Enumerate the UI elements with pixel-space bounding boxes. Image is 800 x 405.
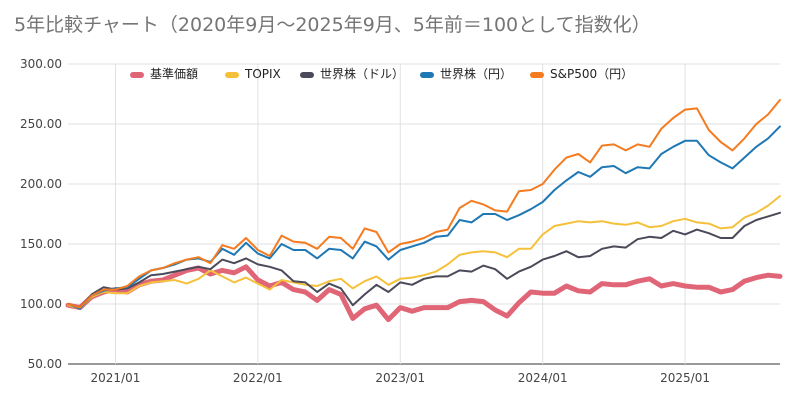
y-tick-label: 250.00 (20, 117, 62, 131)
x-tick-label: 2023/01 (375, 371, 425, 385)
legend-entry: 基準価額 (150, 66, 198, 81)
legend-swatch (300, 72, 314, 78)
legend-entry: TOPIX (244, 67, 281, 81)
y-tick-label: 300.00 (20, 57, 62, 71)
y-tick-label: 100.00 (20, 297, 62, 311)
y-tick-label: 150.00 (20, 237, 62, 251)
series-lines (65, 99, 783, 323)
legend-swatch (130, 72, 144, 78)
legend-entry: 世界株（ドル） (320, 66, 404, 81)
y-tick-label: 200.00 (20, 177, 62, 191)
series-line-1 (67, 195, 781, 310)
legend: 基準価額 TOPIX 世界株（ドル） 世界株（円） S&P500（円） (130, 66, 633, 81)
chart-title: 5年比較チャート（2020年9月〜2025年9月、5年前＝100として指数化） (14, 14, 651, 36)
series-line-2 (67, 211, 781, 309)
series-line-4 (67, 99, 781, 309)
legend-swatch (420, 72, 434, 78)
x-tick-label: 2024/01 (518, 371, 568, 385)
x-axis: 2021/01 2022/01 2023/01 2024/01 2025/01 (91, 371, 710, 385)
y-axis: 50.00 100.00 150.00 200.00 250.00 300.00 (20, 57, 62, 371)
x-tick-label: 2025/01 (660, 371, 710, 385)
x-tick-label: 2022/01 (233, 371, 283, 385)
legend-entry: S&P500（円） (550, 67, 633, 81)
legend-swatch (530, 72, 544, 78)
series-line-0 (65, 264, 783, 323)
legend-entry: 世界株（円） (440, 66, 512, 81)
grid (68, 63, 780, 365)
legend-swatch (225, 72, 239, 78)
x-tick-label: 2021/01 (91, 371, 141, 385)
y-tick-label: 50.00 (28, 357, 62, 371)
